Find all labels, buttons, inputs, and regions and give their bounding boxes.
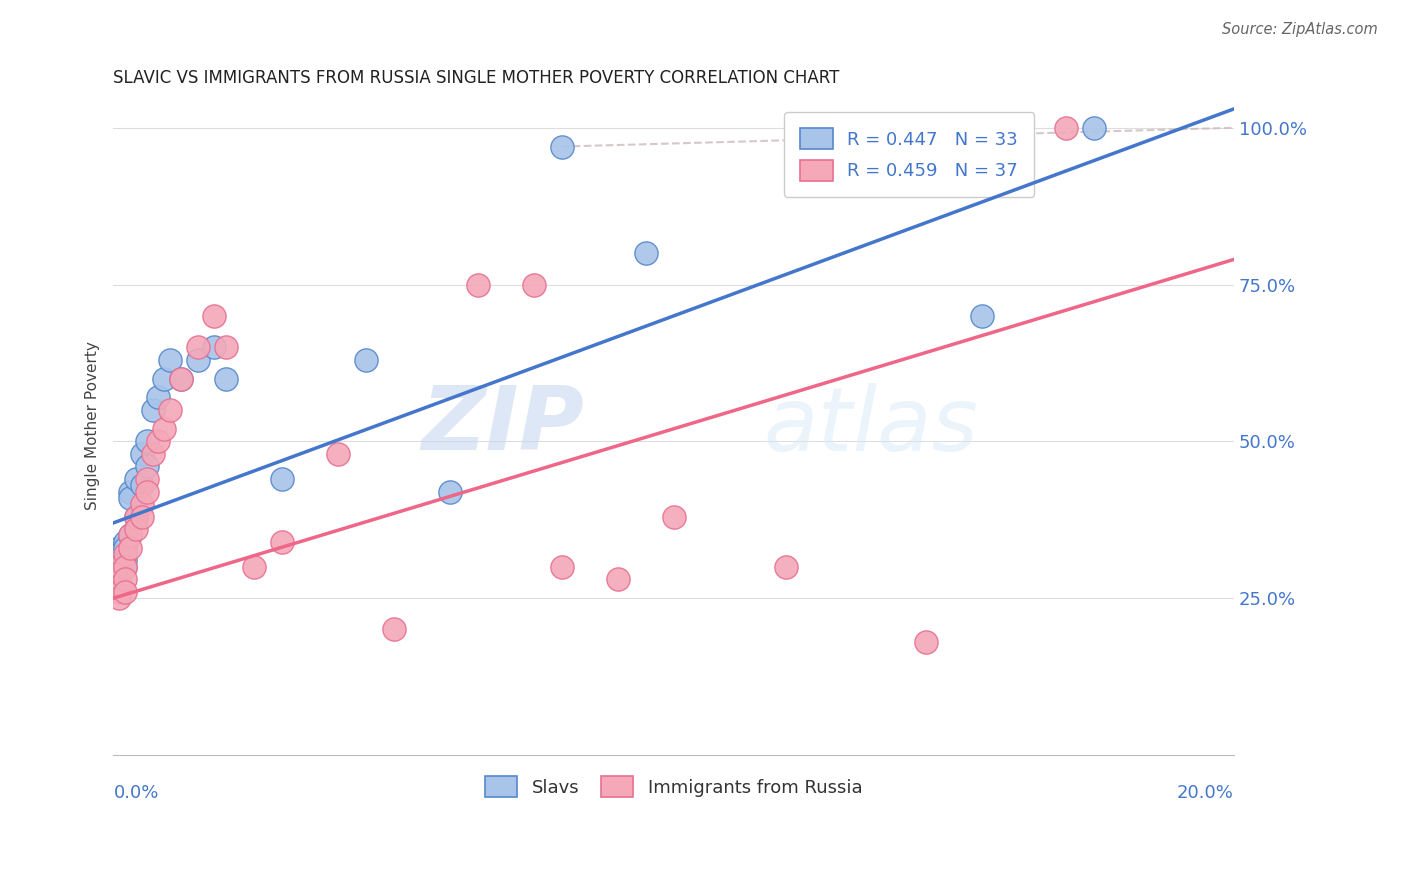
Legend: Slavs, Immigrants from Russia: Slavs, Immigrants from Russia	[470, 762, 877, 812]
Text: 20.0%: 20.0%	[1177, 784, 1234, 802]
Point	[159, 352, 181, 367]
Point	[142, 403, 165, 417]
Point	[114, 572, 136, 586]
Point	[108, 559, 131, 574]
Point	[242, 559, 264, 574]
Point	[662, 509, 685, 524]
Text: atlas: atlas	[763, 383, 979, 468]
Text: SLAVIC VS IMMIGRANTS FROM RUSSIA SINGLE MOTHER POVERTY CORRELATION CHART: SLAVIC VS IMMIGRANTS FROM RUSSIA SINGLE …	[114, 69, 839, 87]
Point	[550, 559, 572, 574]
Point	[108, 572, 131, 586]
Point	[550, 139, 572, 153]
Point	[120, 491, 142, 505]
Point	[523, 277, 546, 292]
Point	[114, 585, 136, 599]
Point	[142, 447, 165, 461]
Point	[125, 472, 148, 486]
Point	[170, 371, 193, 385]
Point	[120, 484, 142, 499]
Point	[114, 559, 136, 574]
Point	[439, 484, 461, 499]
Point	[125, 509, 148, 524]
Point	[108, 585, 131, 599]
Point	[108, 541, 131, 555]
Point	[634, 246, 657, 260]
Point	[114, 534, 136, 549]
Point	[775, 559, 797, 574]
Point	[108, 566, 131, 580]
Point	[159, 403, 181, 417]
Point	[125, 522, 148, 536]
Point	[1054, 120, 1077, 135]
Text: 0.0%: 0.0%	[114, 784, 159, 802]
Point	[120, 528, 142, 542]
Point	[136, 484, 159, 499]
Point	[606, 572, 628, 586]
Point	[131, 509, 153, 524]
Point	[148, 391, 170, 405]
Point	[131, 447, 153, 461]
Text: ZIP: ZIP	[422, 382, 583, 469]
Point	[114, 553, 136, 567]
Point	[326, 447, 349, 461]
Point	[153, 422, 176, 436]
Point	[202, 309, 225, 323]
Point	[186, 352, 208, 367]
Point	[202, 340, 225, 354]
Point	[354, 352, 377, 367]
Point	[136, 472, 159, 486]
Point	[108, 591, 131, 606]
Point	[270, 534, 292, 549]
Point	[108, 578, 131, 592]
Point	[970, 309, 993, 323]
Point	[153, 371, 176, 385]
Point	[114, 559, 136, 574]
Point	[120, 541, 142, 555]
Point	[214, 340, 236, 354]
Y-axis label: Single Mother Poverty: Single Mother Poverty	[86, 342, 100, 510]
Point	[131, 497, 153, 511]
Point	[108, 559, 131, 574]
Point	[114, 547, 136, 561]
Point	[125, 509, 148, 524]
Point	[114, 541, 136, 555]
Point	[1083, 120, 1105, 135]
Point	[270, 472, 292, 486]
Point	[382, 623, 405, 637]
Point	[136, 434, 159, 449]
Point	[108, 566, 131, 580]
Point	[120, 528, 142, 542]
Point	[131, 478, 153, 492]
Text: Source: ZipAtlas.com: Source: ZipAtlas.com	[1222, 22, 1378, 37]
Point	[136, 459, 159, 474]
Point	[467, 277, 489, 292]
Point	[108, 547, 131, 561]
Point	[186, 340, 208, 354]
Point	[170, 371, 193, 385]
Point	[914, 635, 936, 649]
Point	[214, 371, 236, 385]
Point	[148, 434, 170, 449]
